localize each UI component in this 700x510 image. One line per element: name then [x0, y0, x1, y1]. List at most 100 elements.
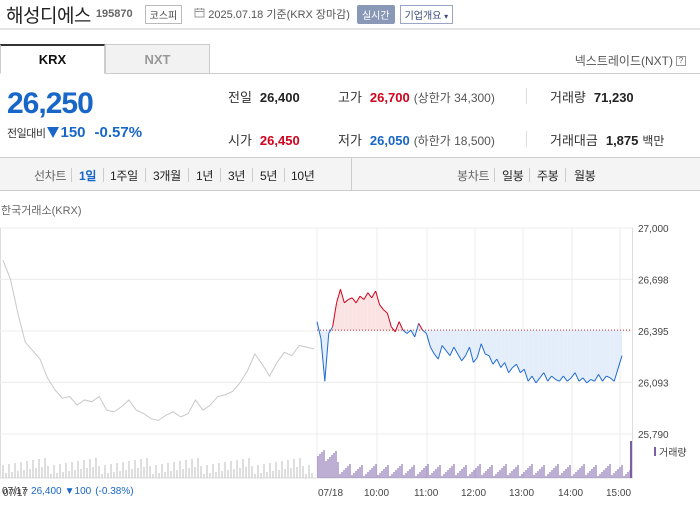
- line-chart-label: 선차트: [34, 169, 67, 183]
- current-price: 26,250: [7, 87, 94, 120]
- price-line-segment: [348, 297, 353, 300]
- prev-day-line: [2, 260, 315, 421]
- area-fill: [442, 330, 447, 351]
- area-fill: [555, 330, 560, 382]
- company-overview-button[interactable]: 기업개요 ▾: [399, 4, 454, 24]
- period-1w[interactable]: 1주일: [110, 169, 138, 183]
- price-line-segment: [484, 353, 490, 357]
- area-fill: [575, 330, 579, 382]
- price-line-segment: [336, 289, 341, 304]
- candle-weekly[interactable]: 주봉: [537, 169, 559, 183]
- x-tick-label: 13:00: [509, 488, 534, 499]
- area-fill: [504, 330, 509, 373]
- nxt-link[interactable]: 넥스트레이드(NXT) ?: [575, 52, 686, 69]
- stat-value: 26,700: [369, 90, 410, 105]
- area-fill: [457, 330, 462, 361]
- price-line-segment: [414, 323, 420, 338]
- price-line-segment: [578, 377, 584, 382]
- x-tick-label: 15:00: [606, 488, 631, 499]
- price-line-segment: [543, 372, 549, 382]
- help-icon[interactable]: ?: [676, 55, 686, 66]
- prev-day-info: 07/17 26,400 ▼ 100 (-0.38%): [2, 486, 134, 497]
- upper-limit: (상한가 34,300): [413, 91, 495, 105]
- stat-value: 26,400: [259, 90, 300, 105]
- exchange-tabs: KRX NXT: [0, 44, 210, 74]
- stat-label: 저가: [338, 133, 362, 148]
- stat-value: 26,450: [259, 133, 300, 148]
- x-tick-label: 14:00: [558, 488, 583, 499]
- stock-header: 해성디에스 195870 코스피 2025.07.18 기준(KRX 장마감) …: [0, 0, 700, 30]
- realtime-button[interactable]: 실시간: [356, 4, 395, 24]
- price-line-segment: [500, 362, 506, 368]
- area-fill: [496, 330, 501, 368]
- area-fill: [360, 296, 364, 331]
- price-line-segment: [367, 292, 373, 299]
- price-line-segment: [398, 321, 404, 331]
- tab-krx[interactable]: KRX: [0, 44, 105, 74]
- calendar-icon: [194, 7, 205, 21]
- area-fill: [543, 330, 548, 382]
- tab-nxt[interactable]: NXT: [105, 44, 210, 74]
- area-fill: [532, 330, 536, 383]
- stat-value: 71,230: [593, 90, 634, 105]
- price-line-segment: [422, 329, 427, 334]
- area-fill: [363, 292, 368, 331]
- price-line-segment: [582, 377, 588, 384]
- price-line-segment: [476, 343, 482, 358]
- area-fill: [512, 330, 517, 368]
- candle-daily[interactable]: 일봉: [502, 169, 524, 183]
- price-line-segment: [523, 369, 529, 382]
- period-1d[interactable]: 1일: [79, 169, 97, 183]
- price-line-segment: [429, 346, 435, 355]
- price-line-segment: [371, 290, 377, 299]
- period-3m[interactable]: 3개월: [153, 169, 181, 183]
- price-line-segment: [379, 304, 384, 311]
- stock-code: 195870: [95, 8, 133, 20]
- y-tick-label: 27,000: [638, 224, 669, 235]
- area-fill: [578, 330, 583, 382]
- area-fill: [602, 330, 607, 382]
- price-line-segment: [453, 346, 459, 355]
- stat-open: 시가 26,450: [228, 130, 300, 149]
- price-line-segment: [566, 377, 572, 382]
- area-fill: [461, 330, 466, 361]
- stat-label: 전일: [228, 90, 252, 105]
- prev-pct: (-0.38%): [95, 486, 134, 497]
- period-3y[interactable]: 3년: [228, 169, 246, 183]
- price-line-segment: [535, 377, 541, 384]
- volume-swatch: [654, 447, 656, 456]
- date-text: 2025.07.18 기준(KRX 장마감): [208, 9, 350, 21]
- area-fill: [508, 330, 513, 373]
- separator: [145, 168, 146, 182]
- area-fill: [481, 330, 486, 354]
- price-line-segment: [609, 377, 615, 382]
- price-line-segment: [613, 355, 623, 382]
- x-tick-label: 07/18: [318, 488, 343, 499]
- area-fill: [586, 330, 591, 383]
- area-fill: [344, 299, 349, 331]
- stat-volume: 거래량 71,230: [550, 87, 634, 106]
- price-line-segment: [383, 309, 388, 314]
- volume-legend: 거래량: [654, 444, 687, 459]
- price-line-segment: [390, 326, 396, 333]
- price-line-segment: [527, 375, 533, 382]
- price-line-segment: [570, 372, 576, 379]
- area-fill: [356, 296, 361, 331]
- stat-unit: 백만: [642, 134, 665, 148]
- prev-close: 26,400: [31, 486, 62, 497]
- period-5y[interactable]: 5년: [260, 169, 278, 183]
- period-1y[interactable]: 1년: [196, 169, 214, 183]
- price-line-segment: [457, 353, 463, 362]
- separator: [565, 168, 566, 182]
- period-10y[interactable]: 10년: [291, 169, 315, 183]
- x-tick-label: 10:00: [364, 488, 389, 499]
- y-tick-label: 26,395: [638, 327, 669, 338]
- area-fill: [598, 330, 603, 382]
- price-line-segment: [504, 362, 510, 373]
- price-line-segment: [328, 326, 334, 334]
- candle-monthly[interactable]: 월봉: [574, 169, 596, 183]
- price-line-segment: [332, 302, 338, 327]
- price-line-segment: [555, 379, 560, 382]
- area-fill: [500, 330, 505, 368]
- area-fill: [485, 330, 490, 356]
